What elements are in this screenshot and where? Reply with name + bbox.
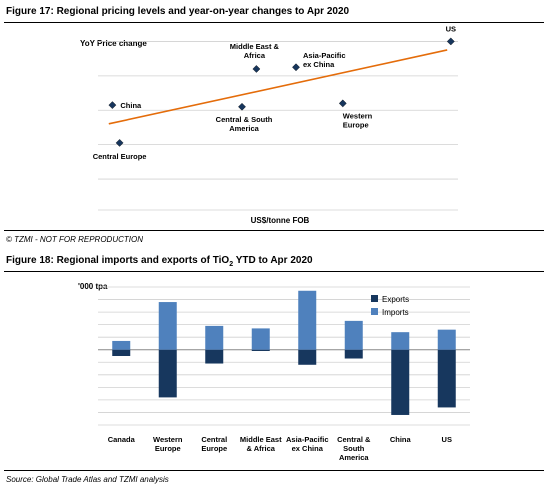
bar-exports-4: [298, 349, 317, 365]
figure-18-title-end: YTD to Apr 2020: [233, 255, 313, 266]
category-label-line: Central &: [337, 435, 371, 444]
point-label-6: US: [446, 24, 456, 33]
category-label-5: Central & South America: [337, 435, 371, 462]
category-label-line: US: [442, 435, 452, 444]
point-label-4: Central & South America: [216, 115, 273, 133]
point-label-5: Western Europe: [343, 111, 373, 129]
category-label-line: Central: [201, 435, 227, 444]
point-label-3: Asia-Pacific ex China: [303, 51, 346, 69]
point-label-line: Western: [343, 111, 373, 120]
category-label-line: Western: [153, 435, 183, 444]
trendline: [108, 49, 448, 125]
point-label-2: Middle East & Africa: [230, 42, 280, 60]
figure-18-bottom-rule: [4, 470, 544, 471]
figure-18-title-subscript: 2: [229, 261, 234, 268]
point-2: [252, 65, 261, 73]
category-label-0: Canada: [108, 435, 136, 444]
point-label-line: Asia-Pacific: [303, 51, 346, 60]
x-axis-label: US$/tonne FOB: [251, 216, 310, 225]
bar-exports-6: [391, 349, 410, 415]
y-axis-label: '000 tpa: [78, 282, 108, 291]
scatter-chart: YoY Price change US$/tonne FOB China Cent…: [80, 24, 458, 225]
bar-imports-2: [205, 325, 224, 350]
category-label-line: ex China: [292, 444, 324, 453]
category-label-line: & Africa: [247, 444, 276, 453]
bar-exports-2: [205, 349, 224, 364]
point-label-line: America: [229, 124, 259, 133]
point-4: [238, 102, 246, 111]
point-0: [108, 101, 117, 109]
bar-exports-0: [112, 349, 131, 356]
category-label-4: Asia-Pacific ex China: [286, 435, 329, 453]
bar-imports-0: [112, 340, 131, 350]
category-label-line: China: [390, 435, 412, 444]
figure-18-title-main: Figure 18: Regional imports and exports …: [6, 255, 230, 266]
category-label-line: Asia-Pacific: [286, 435, 329, 444]
legend-label-1: Imports: [382, 308, 409, 317]
bar-imports-5: [344, 320, 363, 350]
bar-exports-5: [344, 349, 363, 359]
point-label-line: ex China: [303, 60, 335, 69]
category-label-1: Western Europe: [153, 435, 183, 453]
source-note: Source: Global Trade Atlas and TZMI anal…: [6, 475, 169, 484]
category-label-line: Canada: [108, 435, 136, 444]
point-3: [292, 63, 300, 72]
point-label-1: Central Europe: [93, 152, 147, 161]
category-label-line: South: [343, 444, 365, 453]
y-axis-label: YoY Price change: [80, 39, 147, 48]
bar-imports-3: [251, 328, 270, 350]
category-label-3: Middle East & Africa: [240, 435, 282, 453]
category-label-line: Europe: [155, 444, 181, 453]
figure-18-rule: [4, 271, 544, 272]
bar-exports-3: [251, 349, 270, 351]
point-label-line: Africa: [244, 51, 266, 60]
point-5: [338, 99, 347, 108]
point-label-0: China: [120, 101, 142, 110]
figure-17-title: Figure 17: Regional pricing levels and y…: [6, 6, 350, 17]
category-label-line: America: [339, 453, 369, 462]
point-label-line: Central & South: [216, 115, 273, 124]
bar-imports-4: [298, 290, 317, 350]
point-1: [115, 139, 124, 147]
bar-imports-7: [437, 329, 456, 350]
bar-imports-6: [391, 332, 410, 350]
category-label-2: Central Europe: [201, 435, 227, 453]
category-label-7: US: [442, 435, 452, 444]
bar-imports-1: [158, 302, 177, 350]
legend-swatch-0: [371, 295, 378, 302]
category-label-line: Europe: [201, 444, 227, 453]
figure-18-title: Figure 18: Regional imports and exports …: [6, 255, 313, 268]
figure-17-rule: [4, 22, 544, 23]
category-label-6: China: [390, 435, 412, 444]
legend-label-0: Exports: [382, 295, 409, 304]
point-label-line: Middle East &: [230, 42, 280, 51]
figure-17-bottom-rule: [4, 230, 544, 231]
point-6: [446, 37, 455, 46]
point-label-line: Europe: [343, 120, 369, 129]
bar-exports-1: [158, 349, 177, 398]
copyright-note: © TZMI - NOT FOR REPRODUCTION: [6, 235, 143, 244]
category-label-line: Middle East: [240, 435, 282, 444]
legend-swatch-1: [371, 308, 378, 315]
bar-exports-7: [437, 349, 456, 408]
